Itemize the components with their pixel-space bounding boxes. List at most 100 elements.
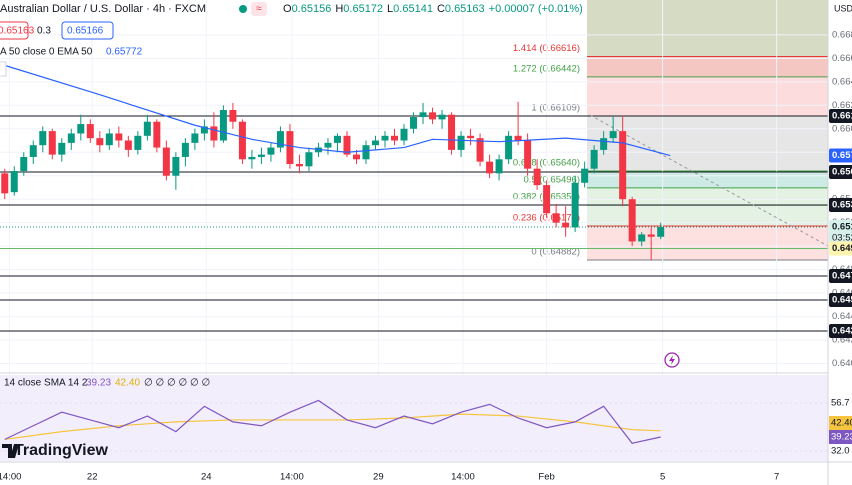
status-badge[interactable] <box>251 2 267 16</box>
candle-body <box>619 131 627 200</box>
candle-body <box>229 109 237 122</box>
ohlc-letter: O <box>283 3 292 15</box>
candle-body <box>333 135 341 143</box>
candle-body <box>600 138 608 150</box>
candle-body <box>10 171 18 193</box>
ohlc-change: +0.00007 (+0.01%) <box>489 3 583 15</box>
candle-body <box>524 140 532 169</box>
rsi-line <box>4 399 661 444</box>
price-label-bg <box>829 197 852 212</box>
collapse-button[interactable] <box>0 61 7 77</box>
x-tick-label: 7 <box>774 472 779 483</box>
candle-body <box>514 135 522 141</box>
candle-body <box>143 121 151 136</box>
x-tick-label: 22 <box>87 472 98 483</box>
candle-body <box>172 156 180 176</box>
candle-body <box>400 128 408 141</box>
price-label-bg <box>829 324 852 339</box>
fib-label: 1 (0.66109) <box>531 102 580 113</box>
sell-button[interactable] <box>0 21 29 40</box>
candle-body <box>153 121 161 148</box>
candle-body <box>276 131 284 148</box>
candle-body <box>162 147 170 176</box>
x-tick-label: 14:00 <box>280 472 304 483</box>
price-label: 0.65632 <box>832 166 852 177</box>
candle-body <box>371 140 379 146</box>
ema-legend: A 50 close 0 EMA 50 <box>0 47 93 58</box>
candle-body <box>324 142 332 148</box>
candle-body <box>486 161 494 174</box>
countdown: 03:52 <box>832 233 852 244</box>
candle-body <box>219 109 227 141</box>
candle-body <box>124 140 132 150</box>
candle-body <box>647 234 655 237</box>
candle-body <box>419 112 427 118</box>
candle-body <box>628 199 636 242</box>
fib-zone <box>587 56 828 77</box>
candle-body <box>115 133 123 141</box>
candle-body <box>58 142 66 155</box>
candle-body <box>352 154 360 160</box>
fib-zone <box>587 205 828 226</box>
fib-zone <box>587 187 828 206</box>
candle-body <box>429 112 437 120</box>
candle-body <box>467 135 475 139</box>
buy-button[interactable] <box>61 21 114 40</box>
fib-zone <box>587 76 828 116</box>
fib-label: 0 (0.64882) <box>531 247 580 258</box>
rsi-value-label: 39.23 <box>831 432 852 443</box>
candle-body <box>29 145 37 157</box>
candle-body <box>105 133 113 146</box>
candle-body <box>562 222 570 228</box>
candle-body <box>295 163 303 167</box>
ohlc-letter: H <box>335 3 343 15</box>
candle-body <box>533 168 541 186</box>
ohlc-value: 0.65141 <box>393 3 433 15</box>
x-tick-label: 29 <box>373 472 384 483</box>
candle-body <box>552 213 560 223</box>
price-label-bg <box>829 268 852 283</box>
candle-body <box>86 124 94 139</box>
x-tick-label: 14:00 <box>451 472 475 483</box>
buy-price: 0.65166 <box>67 26 104 37</box>
candle-body <box>457 135 465 150</box>
ema-line <box>4 64 671 157</box>
candle-body <box>267 147 275 155</box>
candle-body <box>381 135 389 141</box>
candle-body <box>305 152 313 167</box>
price-label-bg <box>829 220 852 245</box>
y-tick-label: 0.6620 <box>832 100 852 111</box>
price-label: 0.64746 <box>832 270 852 281</box>
candle-body <box>571 182 579 228</box>
status-icon: ≈ <box>256 4 262 15</box>
price-label: 0.64541 <box>832 295 852 306</box>
candle-body <box>67 133 75 143</box>
price-label: 0.64277 <box>832 326 852 337</box>
candle-body <box>638 234 646 242</box>
candle-body <box>505 135 513 160</box>
y-tick-label: 0.6660 <box>832 53 852 64</box>
candle-body <box>609 131 617 139</box>
ohlc-value: 0.65172 <box>343 3 383 15</box>
candle-body <box>410 117 418 129</box>
candle-body <box>257 154 265 157</box>
ohlc-value: 0.65163 <box>445 3 485 15</box>
brand-name: TradingView <box>14 442 109 459</box>
candle-body <box>48 131 56 155</box>
event-icon-bolt <box>669 355 675 365</box>
rsi-value-badge <box>829 416 852 430</box>
ema-value: 0.65772 <box>106 47 143 58</box>
price-label: 0.65163 <box>832 222 852 233</box>
candle-body <box>191 133 199 143</box>
candle-body <box>134 135 142 150</box>
y-tick-label: 0.6600 <box>832 123 852 134</box>
candle-body <box>590 149 598 169</box>
candle-body <box>238 121 246 160</box>
candle-body <box>96 138 104 146</box>
x-tick-label: 5 <box>660 472 665 483</box>
candle-body <box>248 156 256 160</box>
spread: 0.3 <box>37 26 51 37</box>
candle-body <box>181 142 189 157</box>
